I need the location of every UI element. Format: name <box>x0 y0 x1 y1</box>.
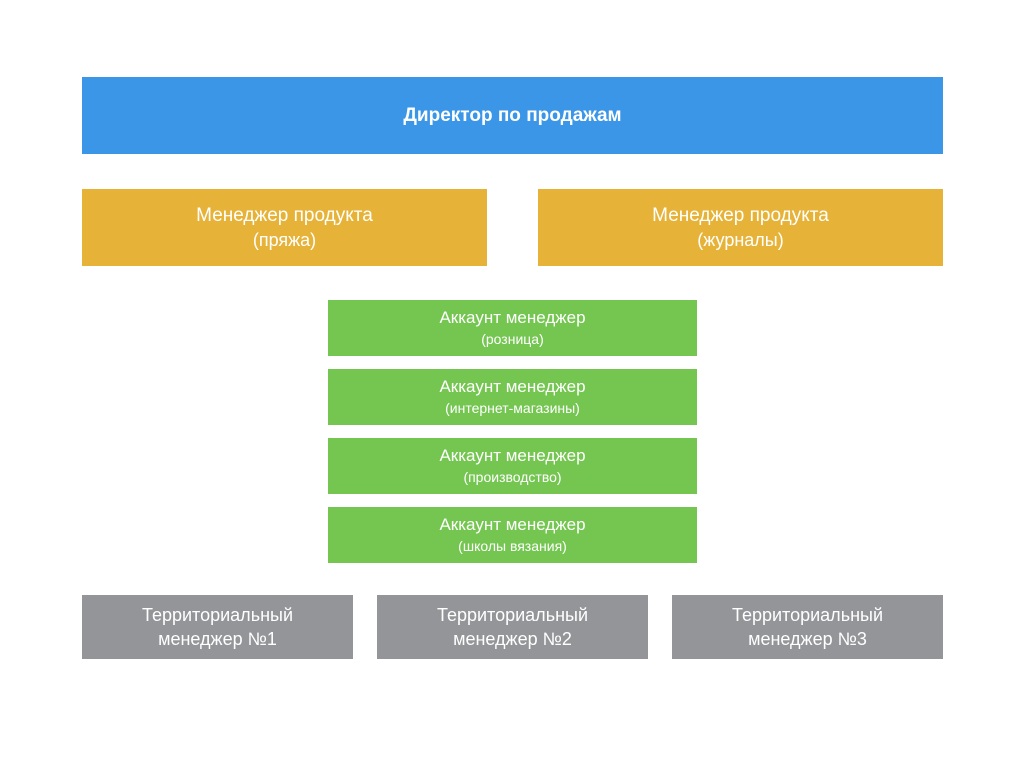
account-manager-title: Аккаунт менеджер <box>439 514 585 537</box>
territory-manager-title: Территориальный <box>142 603 293 627</box>
account-manager-sub: (школы вязания) <box>458 537 567 556</box>
product-manager-sub: (журналы) <box>697 228 783 252</box>
product-manager-box: Менеджер продукта (журналы) <box>538 189 943 266</box>
account-manager-title: Аккаунт менеджер <box>439 307 585 330</box>
account-manager-sub: (розница) <box>481 330 544 349</box>
account-manager-sub: (интернет-магазины) <box>445 399 580 418</box>
territory-manager-sub: менеджер №2 <box>453 627 572 651</box>
product-manager-sub: (пряжа) <box>253 228 316 252</box>
director-box: Директор по продажам <box>82 77 943 154</box>
product-manager-box: Менеджер продукта (пряжа) <box>82 189 487 266</box>
territory-manager-title: Территориальный <box>437 603 588 627</box>
territory-manager-sub: менеджер №1 <box>158 627 277 651</box>
account-manager-box: Аккаунт менеджер (розница) <box>328 300 697 356</box>
account-manager-sub: (производство) <box>463 468 561 487</box>
territory-manager-box: Территориальный менеджер №1 <box>82 595 353 659</box>
territory-manager-title: Территориальный <box>732 603 883 627</box>
account-manager-box: Аккаунт менеджер (интернет-магазины) <box>328 369 697 425</box>
product-manager-title: Менеджер продукта <box>196 203 373 229</box>
account-manager-title: Аккаунт менеджер <box>439 445 585 468</box>
account-manager-box: Аккаунт менеджер (производство) <box>328 438 697 494</box>
director-label: Директор по продажам <box>403 103 621 129</box>
territory-manager-box: Территориальный менеджер №2 <box>377 595 648 659</box>
territory-manager-box: Территориальный менеджер №3 <box>672 595 943 659</box>
product-manager-title: Менеджер продукта <box>652 203 829 229</box>
account-manager-title: Аккаунт менеджер <box>439 376 585 399</box>
account-manager-box: Аккаунт менеджер (школы вязания) <box>328 507 697 563</box>
territory-manager-sub: менеджер №3 <box>748 627 867 651</box>
